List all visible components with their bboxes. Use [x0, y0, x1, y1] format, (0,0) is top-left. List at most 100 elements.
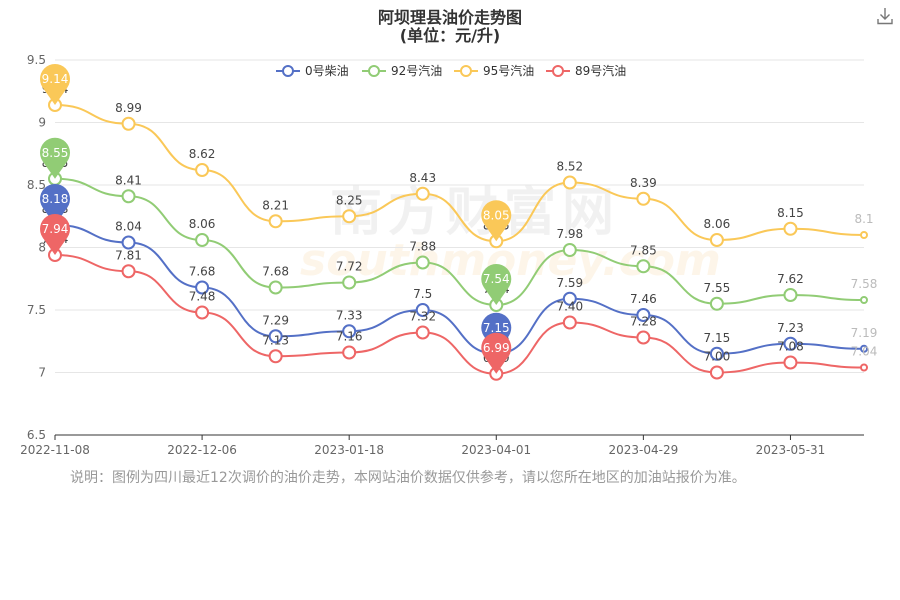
data-label: 7.16 — [336, 330, 363, 344]
data-label: 8.04 — [115, 220, 142, 234]
pin-label: 8.18 — [42, 192, 69, 206]
x-tick-label: 2023-01-18 — [314, 443, 384, 457]
data-point — [195, 233, 210, 247]
data-point — [860, 344, 868, 353]
data-point — [195, 305, 210, 320]
data-point — [415, 255, 430, 270]
data-label: 8.62 — [189, 147, 216, 161]
max-marker: 8.55 — [40, 137, 70, 179]
data-point — [783, 288, 798, 302]
x-tick-label: 2022-12-06 — [167, 443, 237, 457]
data-label: 7.19 — [851, 326, 878, 340]
pin-label: 9.14 — [42, 72, 69, 86]
data-label: 7.81 — [115, 248, 142, 262]
pin-head — [481, 264, 512, 294]
min-marker: 7.54 — [481, 264, 512, 305]
pin-head — [40, 137, 70, 168]
legend-item[interactable]: 95号汽油 — [454, 63, 534, 78]
series-line — [54, 104, 865, 243]
chart-title: 阿坝理县油价走势图 — [377, 8, 522, 27]
data-label: 8.41 — [115, 173, 142, 187]
data-label: 7.88 — [409, 240, 436, 254]
pin-head — [481, 200, 512, 231]
legend-label: 0号柴油 — [305, 64, 349, 78]
data-point — [860, 363, 868, 372]
data-point — [268, 214, 283, 229]
legend-symbol — [552, 65, 564, 77]
data-label: 7.62 — [777, 272, 804, 286]
data-label: 7.29 — [262, 313, 289, 327]
download-icon[interactable] — [877, 7, 893, 25]
max-marker: 7.94 — [40, 214, 70, 255]
data-label: 8.21 — [262, 198, 289, 212]
data-point — [121, 189, 136, 204]
legend-label: 89号汽油 — [575, 63, 626, 78]
pin-label: 8.55 — [42, 146, 69, 160]
y-tick-label: 9 — [38, 116, 46, 130]
y-tick-label: 8.5 — [27, 178, 46, 192]
data-point — [342, 209, 357, 224]
data-point — [636, 330, 651, 345]
data-label: 8.06 — [704, 217, 731, 231]
pin-label: 8.05 — [483, 208, 510, 222]
legend-symbol — [368, 65, 380, 77]
legend-label: 95号汽油 — [483, 63, 534, 78]
data-label: 7.00 — [704, 350, 731, 364]
data-label: 8.1 — [854, 212, 873, 226]
pin-label: 6.99 — [483, 341, 510, 355]
data-label: 8.25 — [336, 193, 363, 207]
data-label: 7.85 — [630, 243, 657, 257]
data-label: 7.68 — [189, 265, 216, 279]
data-label: 7.58 — [851, 277, 878, 291]
legend-item[interactable]: 89号汽油 — [546, 63, 626, 78]
legend-item[interactable]: 92号汽油 — [362, 63, 442, 78]
data-point — [783, 221, 798, 236]
x-tick-label: 2023-05-31 — [756, 443, 826, 457]
data-point — [636, 308, 651, 322]
pin-label: 7.54 — [483, 272, 510, 286]
pin-label: 7.15 — [483, 321, 510, 335]
pin-head — [481, 332, 512, 363]
data-label: 8.43 — [409, 171, 436, 185]
data-point — [195, 280, 210, 295]
data-point — [268, 280, 283, 295]
data-label: 8.39 — [630, 176, 657, 190]
legend-label: 92号汽油 — [391, 63, 442, 78]
data-label: 7.68 — [262, 265, 289, 279]
chart-subtitle: (单位：元/升) — [399, 26, 501, 45]
legend-symbol — [282, 65, 294, 77]
data-label: 7.46 — [630, 292, 657, 306]
data-point — [562, 243, 577, 257]
data-point — [121, 116, 136, 131]
data-point — [783, 355, 798, 370]
data-label: 7.04 — [851, 345, 878, 359]
legend-item[interactable]: 0号柴油 — [276, 64, 349, 78]
data-label: 7.28 — [630, 315, 657, 329]
pin-head — [40, 64, 70, 94]
legend-symbol — [460, 65, 472, 77]
data-label: 7.33 — [336, 308, 363, 322]
data-point — [415, 303, 430, 317]
data-label: 8.99 — [115, 101, 142, 115]
data-point — [268, 329, 283, 344]
data-point — [415, 186, 430, 201]
data-label: 7.5 — [413, 287, 432, 301]
data-point — [342, 275, 357, 290]
y-tick-label: 7.5 — [27, 303, 46, 317]
data-point — [342, 345, 357, 360]
x-tick-label: 2023-04-29 — [608, 443, 678, 457]
data-point — [636, 259, 651, 274]
chart-note: 说明：图例为四川最近12次调价的油价走势，本网站油价数据仅供参考，请以您所在地区… — [70, 470, 746, 486]
pin-head — [40, 184, 70, 214]
data-label: 7.48 — [189, 290, 216, 304]
data-label: 7.40 — [556, 300, 583, 314]
series-line — [54, 254, 865, 375]
data-label: 8.15 — [777, 206, 804, 220]
data-label: 7.13 — [262, 333, 289, 347]
min-marker: 8.05 — [481, 200, 512, 242]
data-point — [562, 175, 577, 190]
x-tick-label: 2022-11-08 — [20, 443, 90, 457]
data-label: 8.06 — [189, 217, 216, 231]
data-label: 7.59 — [556, 276, 583, 290]
